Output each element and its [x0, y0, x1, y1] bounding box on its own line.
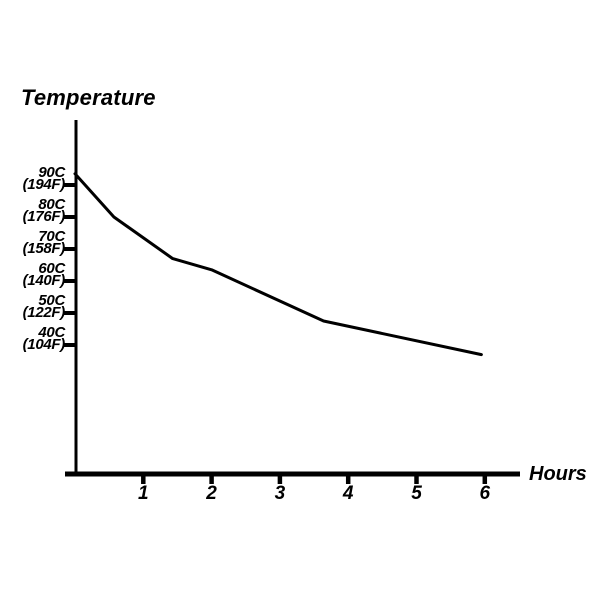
y-tick-label: 80C (176F)	[22, 196, 66, 225]
y-tick-label-celsius: 80C	[38, 196, 65, 213]
y-tick-label-fahrenheit: (158F)	[22, 240, 66, 257]
x-tick-label: 3	[274, 483, 286, 504]
y-tick-label-celsius: 60C	[38, 260, 65, 277]
y-tick-label-celsius: 50C	[38, 292, 65, 309]
x-tick-label: 2	[206, 483, 217, 504]
y-axis-title: Temperature	[21, 85, 156, 110]
temperature-curve	[73, 172, 483, 357]
y-tick-label: 40C (104F)	[22, 324, 66, 353]
y-tick-label: 50C (122F)	[22, 292, 66, 321]
y-tick-label-celsius: 90C	[38, 164, 65, 181]
y-tick-label: 90C (194F)	[22, 164, 66, 193]
x-tick-label: 5	[411, 483, 422, 504]
y-tick-label-fahrenheit: (122F)	[22, 304, 66, 321]
y-tick-label: 60C (140F)	[22, 260, 66, 289]
y-tick-label-fahrenheit: (194F)	[22, 176, 66, 193]
y-tick-label-fahrenheit: (104F)	[22, 336, 66, 353]
x-tick-label: 6	[479, 483, 491, 504]
x-tick-label: 1	[138, 483, 149, 504]
y-tick-label-celsius: 70C	[38, 228, 65, 245]
y-tick-label-fahrenheit: (140F)	[22, 272, 66, 289]
y-tick-label: 70C (158F)	[22, 228, 66, 257]
y-tick-label-celsius: 40C	[38, 324, 65, 341]
y-tick-label-fahrenheit: (176F)	[22, 208, 66, 225]
x-axis-title: Hours	[529, 463, 587, 485]
x-tick-label: 4	[342, 483, 354, 504]
